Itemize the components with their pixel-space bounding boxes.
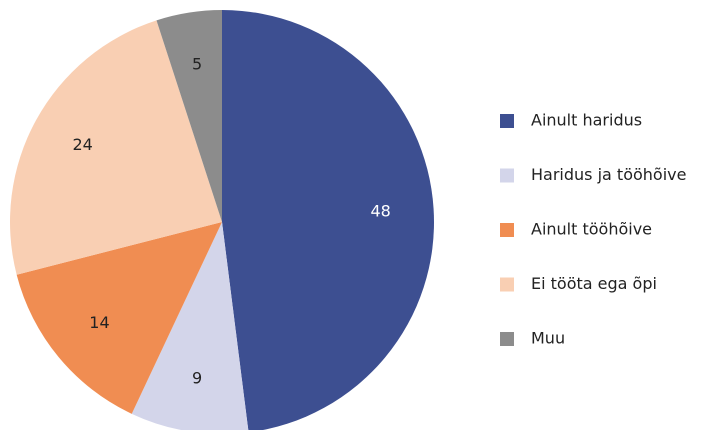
data-label: 5 (192, 54, 202, 73)
data-label: 9 (192, 369, 202, 388)
data-label: 24 (72, 135, 92, 154)
data-label: 48 (371, 202, 391, 221)
legend-swatch (500, 114, 514, 128)
legend-swatch (500, 223, 514, 237)
legend-label: Haridus ja tööhõive (531, 165, 686, 184)
legend-swatch (500, 168, 514, 183)
pie-slice (222, 10, 434, 430)
legend-label: Ainult haridus (531, 111, 642, 130)
legend-label: Muu (531, 329, 565, 348)
pie-slice (16, 222, 222, 414)
pie-slice (9, 20, 222, 275)
legend-swatch (500, 332, 514, 346)
legend-label: Ainult tööhõive (531, 220, 652, 239)
data-label: 14 (89, 313, 109, 332)
legend-label: Ei tööta ega õpi (531, 274, 657, 293)
legend-swatch (500, 277, 514, 292)
pie-slice (156, 10, 222, 222)
pie-slice (131, 222, 249, 430)
